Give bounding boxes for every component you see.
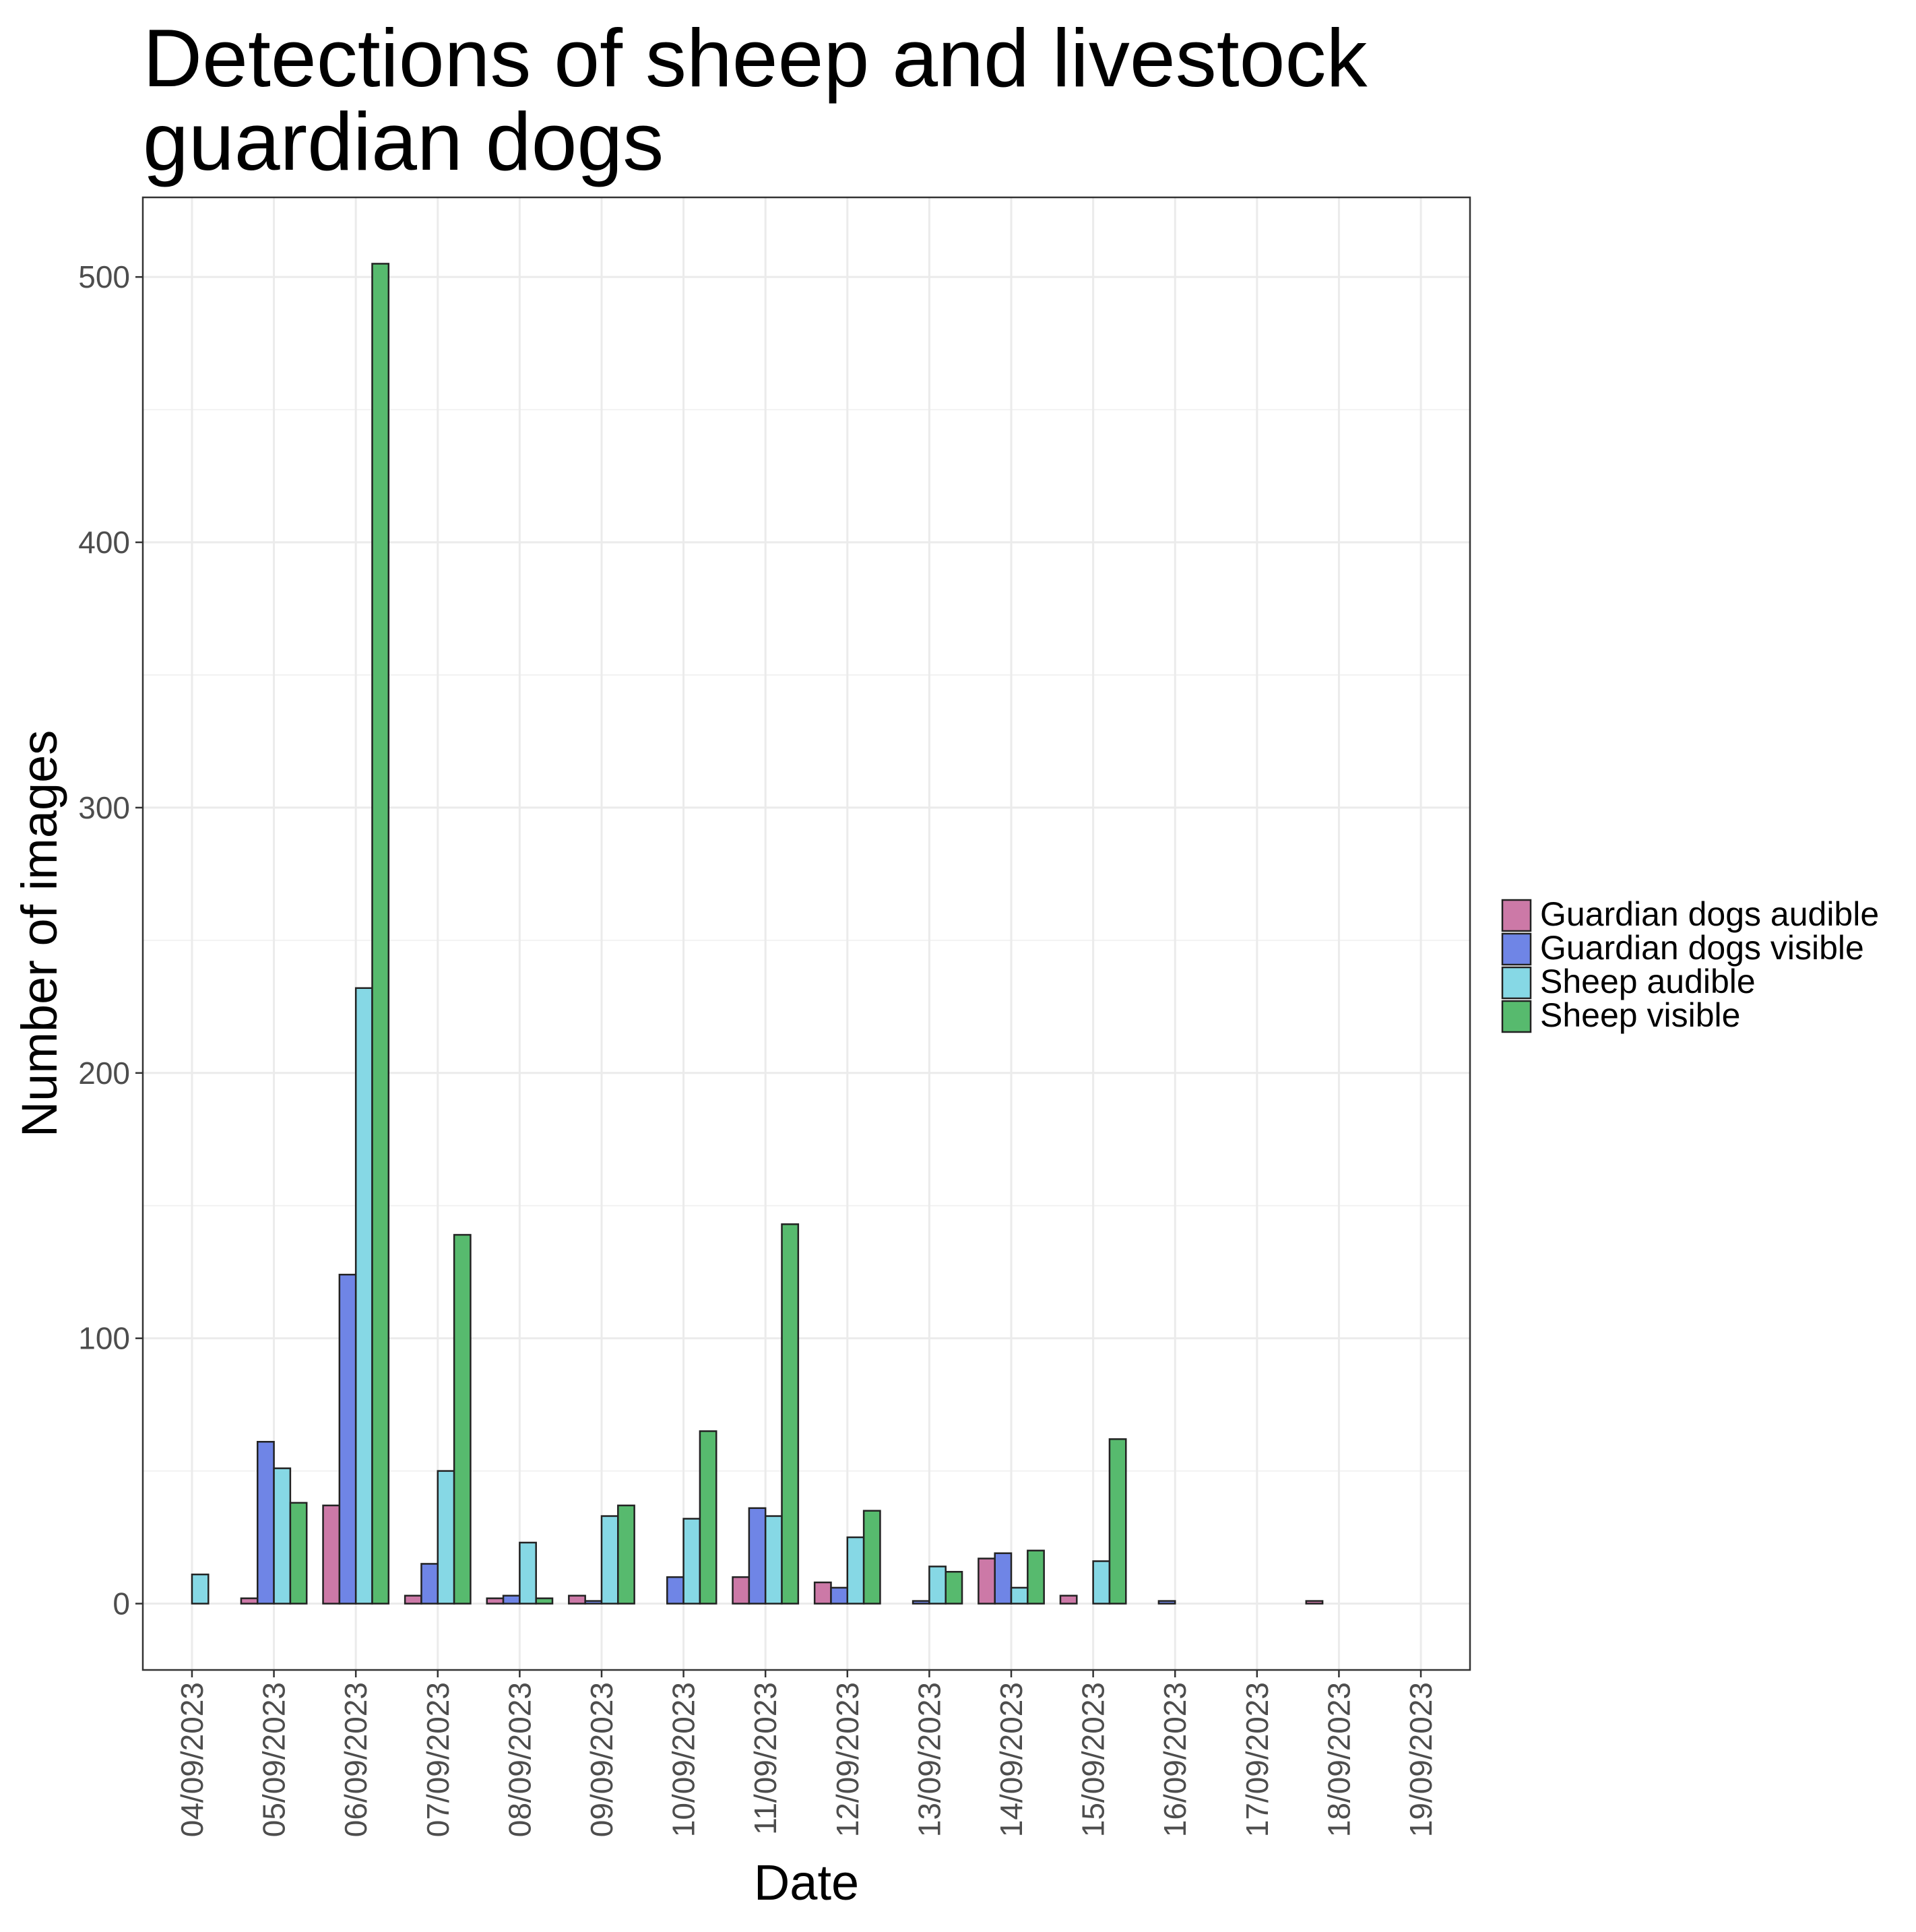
bar-guardian-dogs-audible xyxy=(813,1581,832,1605)
y-tick-label: 200 xyxy=(78,1056,130,1091)
x-tick-label: 10/09/2023 xyxy=(666,1682,701,1837)
bar-sheep-audible xyxy=(519,1541,537,1605)
x-tick-label: 16/09/2023 xyxy=(1157,1682,1192,1837)
bar-sheep-visible xyxy=(289,1502,308,1605)
bar-guardian-dogs-visible xyxy=(748,1507,767,1605)
bar-sheep-audible xyxy=(1010,1586,1029,1605)
x-tick-label: 15/09/2023 xyxy=(1076,1682,1111,1837)
x-tick-label: 05/09/2023 xyxy=(257,1682,292,1837)
bar-guardian-dogs-audible xyxy=(240,1597,259,1605)
y-tick-label: 0 xyxy=(113,1586,130,1621)
legend-label: Guardian dogs visible xyxy=(1540,929,1864,967)
bar-sheep-visible xyxy=(1108,1438,1127,1605)
bar-guardian-dogs-visible xyxy=(1157,1600,1176,1605)
y-tick-label: 300 xyxy=(78,790,130,825)
x-tick-label: 17/09/2023 xyxy=(1240,1682,1275,1837)
x-tick-label: 14/09/2023 xyxy=(994,1682,1029,1837)
legend-label: Sheep visible xyxy=(1540,996,1740,1034)
x-tick-label: 04/09/2023 xyxy=(174,1682,210,1837)
bar-sheep-visible xyxy=(781,1223,800,1605)
bar-sheep-audible xyxy=(354,987,373,1605)
bar-sheep-audible xyxy=(928,1566,947,1605)
x-tick-label: 11/09/2023 xyxy=(748,1682,783,1835)
bar-sheep-audible xyxy=(437,1470,455,1605)
bar-guardian-dogs-visible xyxy=(584,1600,603,1605)
bar-sheep-visible xyxy=(699,1430,717,1605)
bar-guardian-dogs-visible xyxy=(338,1273,357,1605)
x-tick-label: 18/09/2023 xyxy=(1321,1682,1356,1837)
bar-sheep-visible xyxy=(862,1510,881,1605)
y-axis-title: Number of images xyxy=(11,730,67,1138)
bar-sheep-audible xyxy=(682,1518,701,1605)
x-tick-label: 08/09/2023 xyxy=(502,1682,537,1837)
x-tick-label: 07/09/2023 xyxy=(420,1682,455,1837)
bar-guardian-dogs-visible xyxy=(502,1595,521,1605)
legend-key-guardian-dogs-visible xyxy=(1501,932,1532,966)
bar-sheep-visible xyxy=(453,1233,472,1605)
y-tick-label: 500 xyxy=(78,259,130,294)
y-axis: 0 100 200 300 400 500 xyxy=(78,259,143,1621)
bar-sheep-visible xyxy=(617,1504,635,1605)
bar-guardian-dogs-audible xyxy=(404,1595,422,1605)
legend-key-sheep-visible xyxy=(1501,1000,1532,1033)
bar-sheep-visible xyxy=(535,1597,554,1605)
grid-major xyxy=(143,197,1470,1670)
legend-key-sheep-audible xyxy=(1501,966,1532,1000)
bar-sheep-audible xyxy=(600,1515,619,1605)
bar-guardian-dogs-visible xyxy=(420,1563,439,1605)
bar-sheep-visible xyxy=(945,1571,963,1605)
bar-sheep-audible xyxy=(1092,1560,1111,1605)
bar-guardian-dogs-visible xyxy=(256,1441,275,1605)
bar-guardian-dogs-visible xyxy=(830,1586,849,1605)
bar-guardian-dogs-audible xyxy=(322,1504,341,1605)
chart-title-line-2: guardian dogs xyxy=(143,96,664,187)
bar-sheep-visible xyxy=(371,263,390,1605)
x-tick-label: 12/09/2023 xyxy=(830,1682,865,1837)
x-axis-title: Date xyxy=(754,1855,859,1910)
chart-title-line-1: Detections of sheep and livestock xyxy=(143,12,1368,104)
bar-guardian-dogs-audible xyxy=(568,1595,586,1605)
legend-label: Guardian dogs audible xyxy=(1540,895,1879,933)
bars xyxy=(191,263,1324,1605)
bar-sheep-audible xyxy=(273,1467,292,1605)
bar-guardian-dogs-audible xyxy=(1059,1595,1078,1605)
legend-label: Sheep audible xyxy=(1540,963,1756,1000)
bar-guardian-dogs-visible xyxy=(994,1552,1013,1605)
bar-sheep-visible xyxy=(1027,1549,1045,1605)
bar-guardian-dogs-audible xyxy=(732,1576,751,1605)
bar-guardian-dogs-audible xyxy=(1305,1600,1324,1605)
bar-sheep-audible xyxy=(846,1536,865,1605)
plot-panel-border xyxy=(141,196,1471,1671)
bar-sheep-audible xyxy=(191,1573,210,1605)
y-tick-label: 400 xyxy=(78,525,130,560)
bar-guardian-dogs-audible xyxy=(978,1557,996,1605)
x-tick-label: 19/09/2023 xyxy=(1403,1682,1438,1837)
legend-key-guardian-dogs-audible xyxy=(1501,899,1532,932)
x-tick-label: 06/09/2023 xyxy=(338,1682,373,1837)
y-tick-label: 100 xyxy=(78,1321,130,1356)
bar-guardian-dogs-visible xyxy=(666,1576,684,1605)
bar-guardian-dogs-audible xyxy=(486,1597,505,1605)
x-tick-label: 13/09/2023 xyxy=(912,1682,947,1837)
bar-sheep-audible xyxy=(764,1515,783,1605)
x-tick-label: 09/09/2023 xyxy=(584,1682,619,1837)
bar-guardian-dogs-visible xyxy=(912,1600,930,1605)
x-axis: 04/09/2023 05/09/2023 06/09/2023 07/09/2023… xyxy=(174,1670,1438,1837)
